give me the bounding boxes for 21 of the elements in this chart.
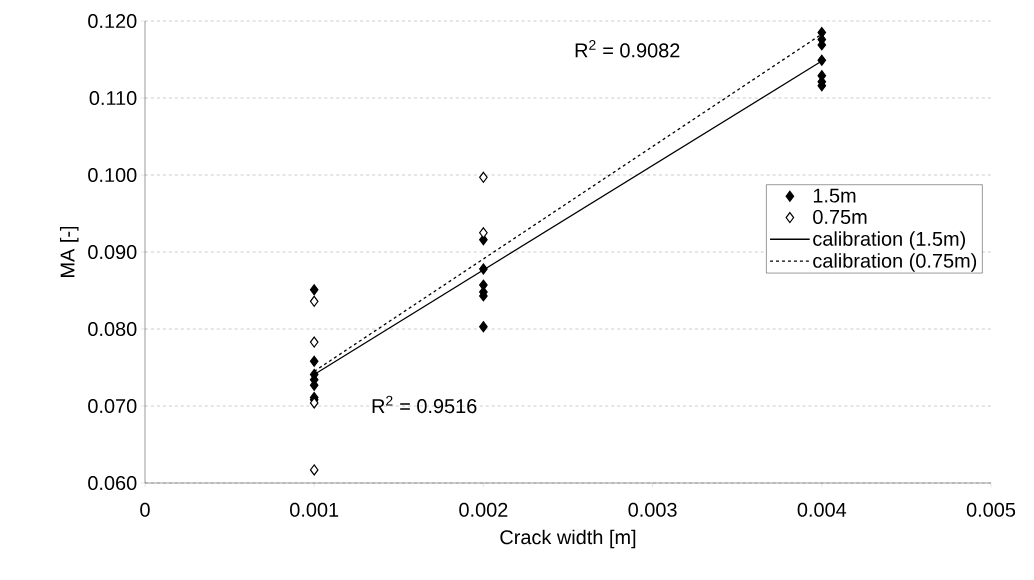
x-tick-label: 0.001 — [290, 502, 339, 517]
annotation: R$^{2}$ = 0.9516 — [372, 395, 477, 414]
x-tick-label: 0.003 — [628, 502, 677, 517]
x-tick-label: 0.005 — [966, 502, 1016, 517]
x-tick-label: 0.004 — [797, 502, 847, 517]
y-axis-title: MA [-] — [59, 226, 79, 277]
x-tick-label: 0 — [140, 502, 150, 517]
legend-label: calibration (1.5m) — [813, 231, 966, 250]
annotation: R$^{2}$ = 0.9082 — [575, 39, 680, 58]
y-tick-label: 0.120 — [88, 13, 137, 29]
legend-label: calibration (0.75m) — [813, 253, 977, 272]
y-tick-label: 0.070 — [88, 398, 137, 414]
legend-label: 0.75m — [813, 209, 867, 224]
legend-label: 1.5m — [813, 188, 856, 203]
y-tick-label: 0.100 — [88, 167, 137, 183]
x-axis-title: Crack width [m] — [500, 529, 636, 549]
x-tick-label: 0.002 — [459, 502, 508, 517]
y-tick-label: 0.090 — [88, 244, 137, 260]
y-tick-label: 0.080 — [88, 321, 137, 337]
y-tick-label: 0.060 — [88, 475, 137, 491]
y-tick-label: 0.110 — [89, 90, 137, 106]
